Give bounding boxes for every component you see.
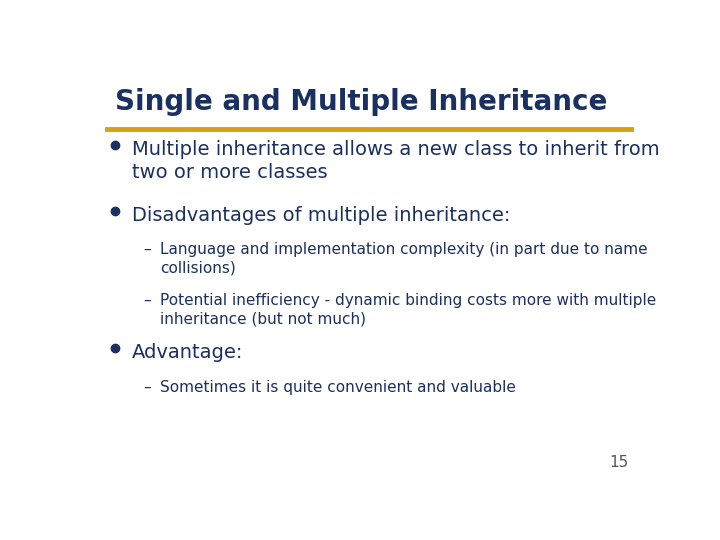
- Text: Language and implementation complexity (in part due to name
collisions): Language and implementation complexity (…: [160, 242, 647, 275]
- Text: Potential inefficiency - dynamic binding costs more with multiple
inheritance (b: Potential inefficiency - dynamic binding…: [160, 293, 656, 326]
- Text: Single and Multiple Inheritance: Single and Multiple Inheritance: [115, 87, 608, 116]
- Text: –: –: [143, 380, 150, 395]
- Text: 15: 15: [609, 455, 629, 470]
- Text: Advantage:: Advantage:: [132, 343, 243, 362]
- Text: Multiple inheritance allows a new class to inherit from
two or more classes: Multiple inheritance allows a new class …: [132, 140, 660, 182]
- Text: –: –: [143, 293, 150, 308]
- Text: Sometimes it is quite convenient and valuable: Sometimes it is quite convenient and val…: [160, 380, 516, 395]
- Text: –: –: [143, 242, 150, 257]
- Text: Disadvantages of multiple inheritance:: Disadvantages of multiple inheritance:: [132, 206, 510, 225]
